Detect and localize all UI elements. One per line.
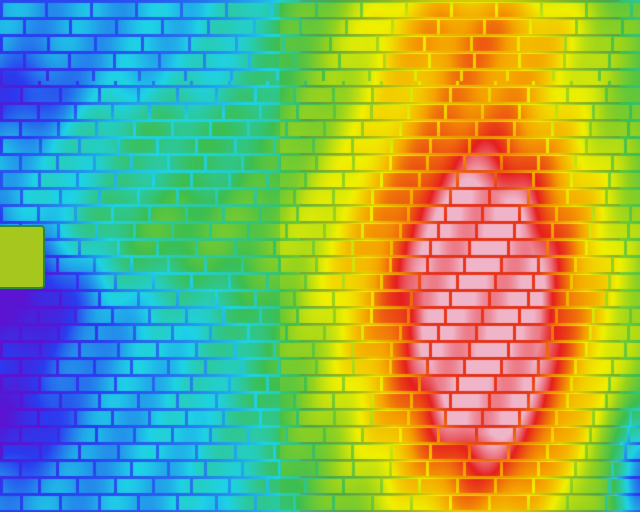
wall-vent-panel	[0, 225, 45, 289]
vent-panel-rect	[0, 225, 45, 289]
mortar-lines	[300, 0, 620, 512]
